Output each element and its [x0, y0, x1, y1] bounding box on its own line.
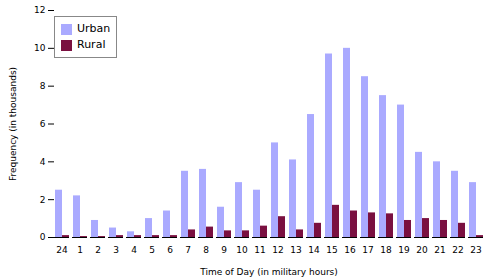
svg-text:9: 9 — [221, 245, 227, 255]
svg-text:12: 12 — [34, 5, 45, 15]
svg-text:11: 11 — [254, 245, 265, 255]
svg-text:21: 21 — [434, 245, 445, 255]
html-text:Urban: Urban — [77, 22, 111, 35]
svg-text:10: 10 — [236, 245, 248, 255]
svg-text:Frequency (in thousands): Frequency (in thousands) — [8, 67, 18, 181]
svg-text:7: 7 — [185, 245, 191, 255]
svg-text:19: 19 — [398, 245, 410, 255]
svg-text:15: 15 — [326, 245, 337, 255]
svg-text:14: 14 — [308, 245, 320, 255]
svg-text:24: 24 — [56, 245, 68, 255]
svg-text:6: 6 — [40, 119, 46, 129]
svg-text:5: 5 — [149, 245, 155, 255]
svg-text:12: 12 — [272, 245, 283, 255]
svg-text:Time of Day (in military hours: Time of Day (in military hours) — [199, 267, 338, 277]
svg-text:8: 8 — [203, 245, 209, 255]
svg-text:17: 17 — [362, 245, 373, 255]
svg-text:13: 13 — [290, 245, 301, 255]
svg-text:20: 20 — [416, 245, 428, 255]
svg-text:22: 22 — [452, 245, 463, 255]
svg-text:1: 1 — [77, 245, 83, 255]
svg-text:0: 0 — [40, 232, 46, 242]
svg-text:8: 8 — [40, 81, 46, 91]
svg-text:2: 2 — [95, 245, 101, 255]
svg-text:23: 23 — [470, 245, 481, 255]
svg-text:4: 4 — [40, 157, 46, 167]
svg-text:10: 10 — [34, 43, 46, 53]
svg-text:16: 16 — [344, 245, 356, 255]
svg-text:2: 2 — [40, 195, 46, 205]
svg-text:6: 6 — [167, 245, 173, 255]
html-text:Rural: Rural — [77, 38, 106, 51]
svg-text:18: 18 — [380, 245, 392, 255]
svg-text:4: 4 — [131, 245, 137, 255]
svg-text:3: 3 — [113, 245, 119, 255]
